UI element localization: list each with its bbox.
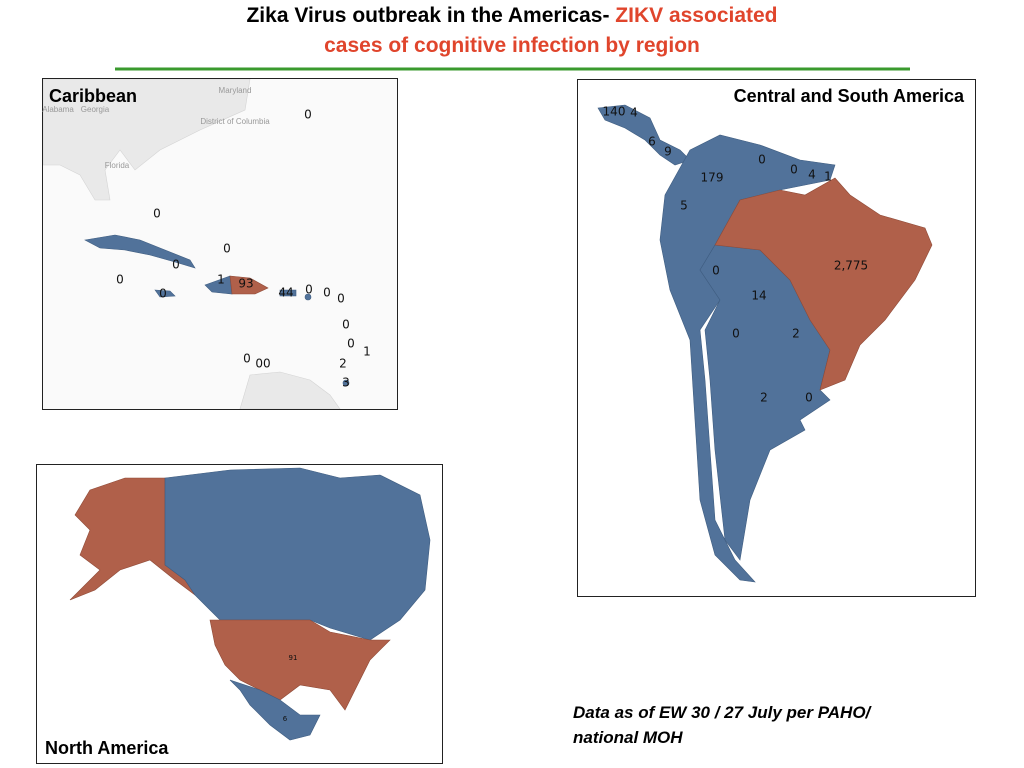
- central-america: [597, 104, 691, 166]
- case-label: 6: [283, 715, 288, 723]
- case-label: 2,775: [834, 259, 868, 273]
- case-label: 2: [760, 391, 768, 405]
- case-label: 93: [238, 277, 253, 291]
- caribbean-frame: [42, 78, 398, 410]
- case-label: 44: [278, 286, 293, 300]
- title: Zika Virus outbreak in the Americas- ZIK…: [246, 4, 777, 27]
- case-label: 0: [805, 391, 813, 405]
- title-line2: cases of cognitive infection by region: [324, 34, 700, 57]
- caribbean-map: [43, 79, 397, 409]
- case-label: 0: [243, 352, 251, 366]
- panel-name: Central and South America: [734, 86, 965, 106]
- basemap-label: Alabama: [42, 105, 74, 114]
- basemap-label: Florida: [105, 161, 130, 170]
- case-label: 0: [116, 273, 124, 287]
- cuba: [84, 234, 196, 269]
- case-label: 1: [217, 273, 225, 287]
- case-label: 14: [751, 289, 766, 303]
- island: [304, 293, 312, 301]
- case-label: 0: [337, 292, 345, 306]
- dominican-republic: [229, 275, 269, 295]
- case-label: 0: [172, 258, 180, 272]
- case-label: 9: [664, 145, 672, 159]
- case-label: 4: [630, 106, 638, 120]
- basemap-label: Maryland: [219, 86, 252, 95]
- case-label: 0: [342, 318, 350, 332]
- canada: [164, 467, 431, 641]
- footnote: national MOH: [573, 728, 683, 747]
- panel-name: North America: [45, 738, 169, 758]
- case-label: 0: [758, 153, 766, 167]
- south-america-frame: [577, 79, 976, 597]
- case-label: 1: [824, 170, 832, 184]
- trinidad: [342, 379, 350, 387]
- usa: [209, 619, 391, 711]
- case-label: 2: [792, 327, 800, 341]
- north-america-frame: [36, 464, 443, 764]
- panel-name: Caribbean: [49, 86, 137, 106]
- case-label: 4: [808, 168, 816, 182]
- case-label: 0: [153, 207, 161, 221]
- case-label: 0: [732, 327, 740, 341]
- case-label: 91: [289, 654, 298, 662]
- case-label: 0: [790, 163, 798, 177]
- andes-west: [659, 134, 836, 583]
- north-america-map: [37, 465, 442, 763]
- case-label: 179: [701, 171, 724, 185]
- mexico: [229, 679, 321, 741]
- case-label: 0: [305, 283, 313, 297]
- title-highlight: ZIKV associated: [615, 4, 777, 27]
- jamaica: [154, 289, 176, 298]
- case-label: 140: [603, 105, 626, 119]
- case-label: 0: [712, 264, 720, 278]
- usa-land: [43, 79, 251, 201]
- case-label: 00: [255, 357, 270, 371]
- case-label: 0: [304, 108, 312, 122]
- south-america-land: [239, 371, 341, 409]
- footnote: Data as of EW 30 / 27 July per PAHO/: [573, 703, 873, 722]
- case-label: 0: [347, 337, 355, 351]
- south-america-map: [578, 80, 975, 596]
- case-label: 6: [648, 135, 656, 149]
- puerto-rico: [279, 289, 297, 297]
- case-label: 5: [680, 199, 688, 213]
- case-label: 2: [339, 357, 347, 371]
- brazil: [714, 177, 933, 391]
- case-label: 0: [159, 287, 167, 301]
- title-text: Zika Virus outbreak in the Americas-: [246, 4, 615, 27]
- case-label: 1: [363, 345, 371, 359]
- case-label: 3: [342, 376, 350, 390]
- case-label: 0: [223, 242, 231, 256]
- basemap-label: District of Columbia: [200, 117, 270, 126]
- case-label: 0: [323, 286, 331, 300]
- basemap-label: Georgia: [81, 105, 110, 114]
